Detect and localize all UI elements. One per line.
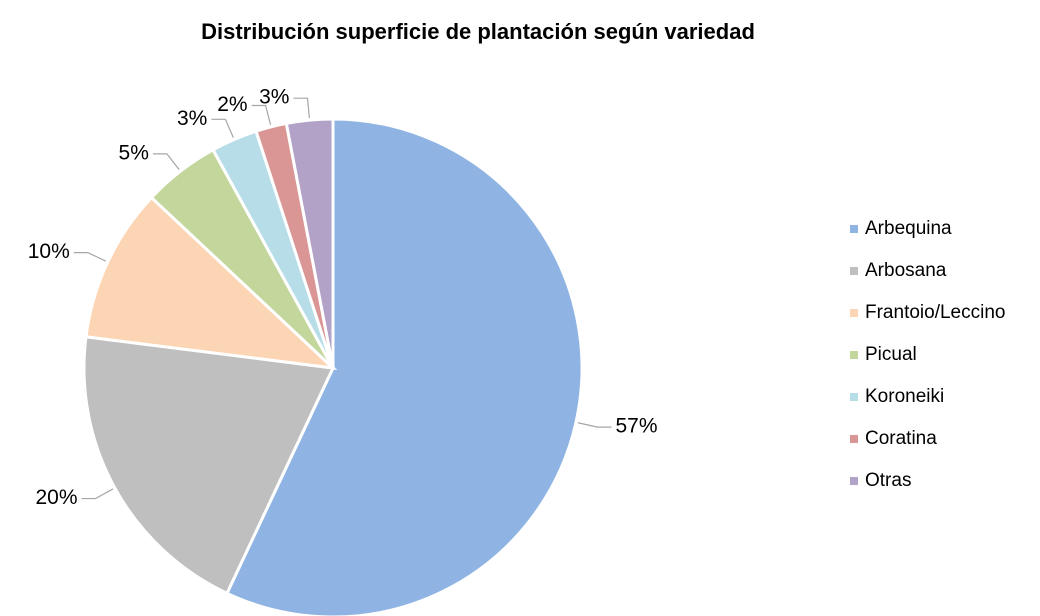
leader-line (73, 252, 107, 262)
legend-label: Arbequina (865, 218, 952, 239)
legend-label: Koroneiki (865, 386, 944, 407)
leader-line (211, 118, 234, 138)
data-label: 57% (615, 415, 657, 438)
leader-line (152, 153, 180, 171)
leader-line (577, 422, 612, 428)
chart-title: Distribución superficie de plantación se… (201, 19, 755, 44)
data-label: 3% (259, 86, 289, 109)
pie-slice (82, 335, 336, 596)
leader-line (81, 488, 114, 500)
legend-swatch (850, 351, 858, 359)
data-label: 5% (119, 141, 149, 164)
data-label: 3% (177, 107, 207, 130)
legend-label: Coratina (865, 428, 937, 449)
legend-label: Picual (865, 344, 917, 365)
leader-line (293, 97, 310, 119)
legend-swatch (850, 267, 858, 275)
legend-swatch (850, 435, 858, 443)
legend-swatch (850, 225, 858, 233)
leader-line (251, 104, 272, 126)
data-label: 20% (35, 486, 77, 509)
data-label: 10% (28, 240, 70, 263)
legend-swatch (850, 393, 858, 401)
legend-swatch (850, 309, 858, 317)
pie-slice (84, 195, 338, 371)
pie-slice (284, 117, 335, 369)
legend-label: Otras (865, 470, 911, 491)
legend-swatch (850, 477, 858, 485)
legend-label: Arbosana (865, 260, 947, 281)
data-label: 2% (217, 93, 247, 116)
pie-slice (224, 117, 584, 616)
legend-label: Frantoio/Leccino (865, 302, 1005, 323)
